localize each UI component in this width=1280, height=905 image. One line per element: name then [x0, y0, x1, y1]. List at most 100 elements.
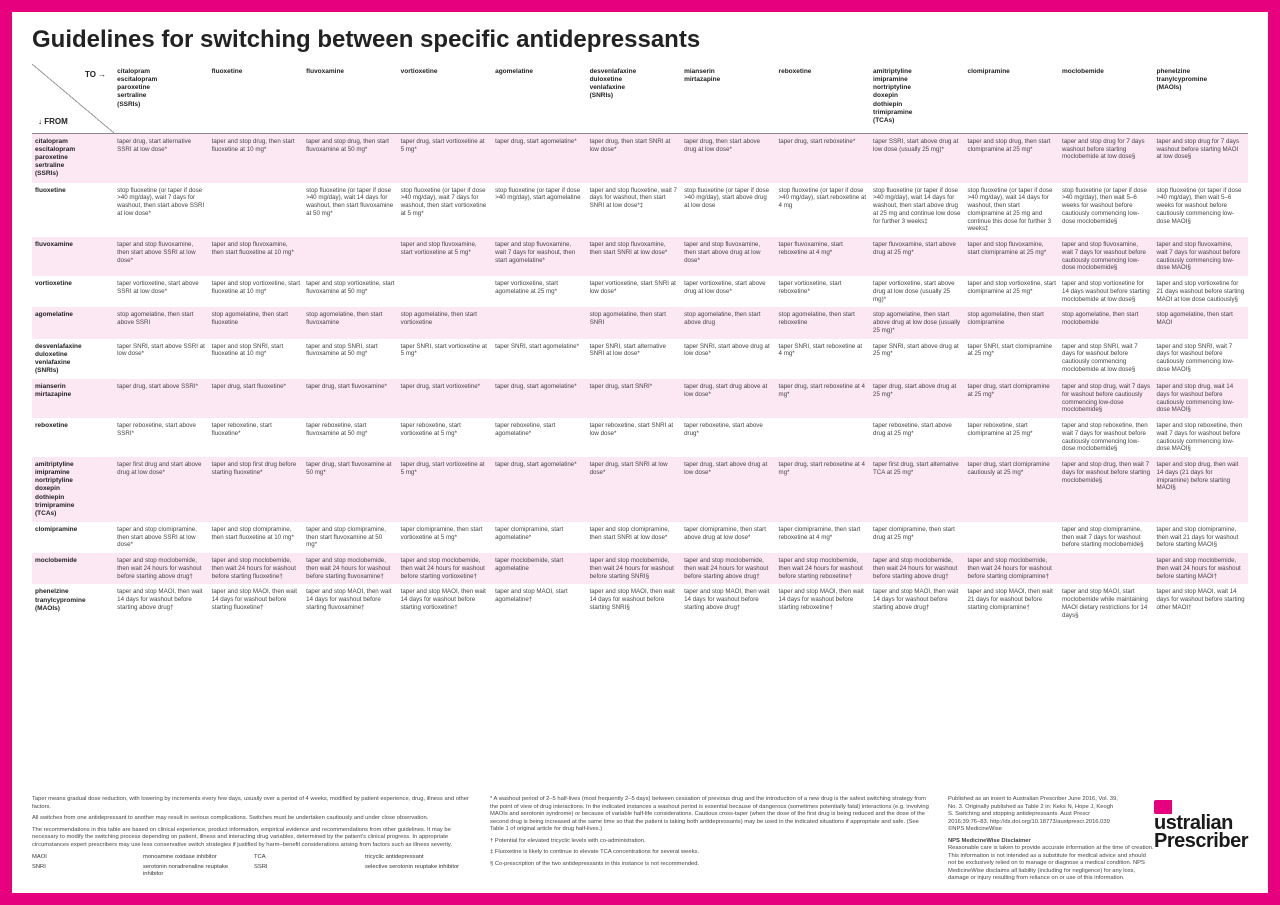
row-header: amitriptylineimipraminenortriptylinedoxe… [32, 457, 114, 522]
table-cell: stop agomelatine, then start above drug [681, 307, 775, 338]
table-cell: taper drug, start SNRI at low dose* [587, 457, 681, 522]
disclaimer-text: Reasonable care is taken to provide accu… [948, 845, 1154, 883]
table-cell: taper and stop SNRI, start fluoxetine at… [209, 339, 303, 380]
table-cell: taper and stop MAOI, then wait 14 days f… [681, 584, 775, 623]
table-row: phenelzinetranylcypromine(MAOIs)taper an… [32, 584, 1248, 623]
table-cell: taper and stop SNRI, wait 7 days for was… [1059, 339, 1153, 380]
table-cell: taper drug, start alternative SSRI at lo… [114, 133, 208, 182]
table-cell: taper SNRI, start above SSRI at low dose… [114, 339, 208, 380]
table-cell: taper and stop MAOI, then wait 14 days f… [114, 584, 208, 623]
table-cell: stop fluoxetine (or taper if dose >40 mg… [398, 183, 492, 238]
table-cell: stop fluoxetine (or taper if dose >40 mg… [114, 183, 208, 238]
table-cell: taper and stop moclobemide, then wait 24… [870, 553, 964, 584]
table-cell: taper vortioxetine, start above drug at … [681, 276, 775, 307]
abbrev-key: SSRI [254, 863, 365, 880]
table-cell: taper clomipramine, then start vortioxet… [398, 522, 492, 553]
table-cell [1059, 553, 1153, 584]
col-header: reboxetine [776, 64, 870, 133]
abbrev-key: TCA [254, 853, 365, 863]
col-header: fluoxetine [209, 64, 303, 133]
table-cell: stop agomelatine, then start SNRI [587, 307, 681, 338]
table-cell: taper drug, start agomelatine* [492, 457, 586, 522]
table-cell: taper drug, then start SNRI at low dose* [587, 133, 681, 182]
table-row: mianserinmirtazapinetaper drug, start ab… [32, 379, 1248, 418]
table-cell: taper and stop drug, then start fluoxeti… [209, 133, 303, 182]
table-cell: taper drug, start vortioxetine at 5 mg* [398, 457, 492, 522]
footnote: The recommendations in this table are ba… [32, 827, 476, 850]
col-header: vortioxetine [398, 64, 492, 133]
table-cell: stop fluoxetine (or taper if dose >40 mg… [965, 183, 1059, 238]
axis-corner: TO →↓ FROM [32, 64, 114, 133]
table-cell: taper and stop fluvoxamine, then start a… [114, 237, 208, 276]
table-cell: taper first drug, start alternative TCA … [870, 457, 964, 522]
table-cell: taper drug, start reboxetine* [776, 133, 870, 182]
footnote: † Potential for elevated tricyclic level… [490, 838, 934, 846]
table-cell: taper reboxetine, start SNRI at low dose… [587, 418, 681, 457]
table-cell: taper and stop fluvoxamine, then start S… [587, 237, 681, 276]
table-cell: taper moclobemide, start agomelatine [492, 553, 586, 584]
table-cell: taper fluvoxamine, start reboxetine at 4… [776, 237, 870, 276]
col-header: desvenlafaxineduloxetinevenlafaxine(SNRI… [587, 64, 681, 133]
col-header: fluvoxamine [303, 64, 397, 133]
table-cell: taper fluvoxamine, start above drug at 2… [870, 237, 964, 276]
table-cell: taper SNRI, start agomelatine* [492, 339, 586, 380]
table-cell: taper SNRI, start reboxetine at 4 mg* [776, 339, 870, 380]
table-cell: taper vortioxetine, start above drug at … [870, 276, 964, 307]
col-header: amitriptylineimipraminenortriptylinedoxe… [870, 64, 964, 133]
table-cell: taper and stop drug, wait 14 days for wa… [1153, 379, 1248, 418]
table-cell: taper and stop drug for 7 days washout b… [1059, 133, 1153, 182]
table-cell: stop fluoxetine (or taper if dose >40 mg… [1153, 183, 1248, 238]
table-cell: stop agomelatine, then start fluvoxamine [303, 307, 397, 338]
table-cell: taper and stop moclobemide, then wait 24… [303, 553, 397, 584]
table-cell: taper reboxetine, start above SSRI* [114, 418, 208, 457]
table-cell: taper and stop moclobemide, then wait 24… [776, 553, 870, 584]
table-cell: taper reboxetine, start clomipramine at … [965, 418, 1059, 457]
table-cell: taper and stop vortioxetine for 21 days … [1153, 276, 1248, 307]
table-cell: taper and stop vortioxetine for 14 days … [1059, 276, 1153, 307]
col-header: agomelatine [492, 64, 586, 133]
table-cell: taper and stop MAOI, start moclobemide w… [1059, 584, 1153, 623]
table-cell: taper and stop moclobemide, then wait 24… [398, 553, 492, 584]
table-cell: taper and stop fluvoxamine, then start f… [209, 237, 303, 276]
table-cell [492, 307, 586, 338]
table-cell: stop fluoxetine (or taper if dose >40 mg… [870, 183, 964, 238]
col-header: phenelzinetranylcypromine(MAOIs) [1153, 64, 1248, 133]
row-header: reboxetine [32, 418, 114, 457]
table-row: citalopramescitalopramparoxetinesertrali… [32, 133, 1248, 182]
table-row: amitriptylineimipraminenortriptylinedoxe… [32, 457, 1248, 522]
logo-line1: ustralian [1154, 796, 1248, 832]
table-cell: taper and stop moclobemide, then wait 24… [965, 553, 1059, 584]
table-cell: stop agomelatine, then start moclobemide [1059, 307, 1153, 338]
footnote: Taper means gradual dose reduction, with… [32, 796, 476, 811]
table-cell: taper and stop clomipramine, then start … [303, 522, 397, 553]
table-cell [776, 418, 870, 457]
table-cell: taper reboxetine, start agomelatine* [492, 418, 586, 457]
table-cell: taper SNRI, start above drug at low dose… [681, 339, 775, 380]
table-cell: taper and stop fluvoxamine, wait 7 days … [1059, 237, 1153, 276]
disclaimer-title: NPS MedicineWise Disclaimer [948, 838, 1154, 846]
table-cell: taper and stop drug, then start clomipra… [965, 133, 1059, 182]
footer: Taper means gradual dose reduction, with… [32, 796, 1248, 883]
table-cell: taper drug, start fluvoxamine* [303, 379, 397, 418]
row-header: fluoxetine [32, 183, 114, 238]
table-cell: taper and stop vortioxetine, start clomi… [965, 276, 1059, 307]
table-cell: stop agomelatine, then start fluoxetine [209, 307, 303, 338]
table-cell: taper drug, start reboxetine at 4 mg* [776, 457, 870, 522]
table-cell: taper and stop MAOI, then wait 14 days f… [303, 584, 397, 623]
footnote: ‡ Fluoxetine is likely to continue to el… [490, 849, 934, 857]
page-title: Guidelines for switching between specifi… [32, 26, 1248, 54]
switching-table: TO →↓ FROMcitalopramescitalopramparoxeti… [32, 64, 1248, 623]
table-row: clomipraminetaper and stop clomipramine,… [32, 522, 1248, 553]
table-cell: taper and stop MAOI, then wait 14 days f… [209, 584, 303, 623]
table-cell: taper drug, start SNRI* [587, 379, 681, 418]
table-cell: taper and stop first drug before startin… [209, 457, 303, 522]
table-cell: taper clomipramine, start agomelatine* [492, 522, 586, 553]
table-cell: stop agomelatine, then start clomipramin… [965, 307, 1059, 338]
table-cell: taper and stop reboxetine, then wait 7 d… [1153, 418, 1248, 457]
table-cell: stop fluoxetine (or taper if dose >40 mg… [303, 183, 397, 238]
abbrev-key: MAOI [32, 853, 143, 863]
table-cell: taper SNRI, start alternative SNRI at lo… [587, 339, 681, 380]
table-cell: taper and stop fluvoxamine, then start a… [681, 237, 775, 276]
table-cell: taper and stop clomipramine, then start … [209, 522, 303, 553]
table-cell: taper SNRI, start clomipramine at 25 mg* [965, 339, 1059, 380]
